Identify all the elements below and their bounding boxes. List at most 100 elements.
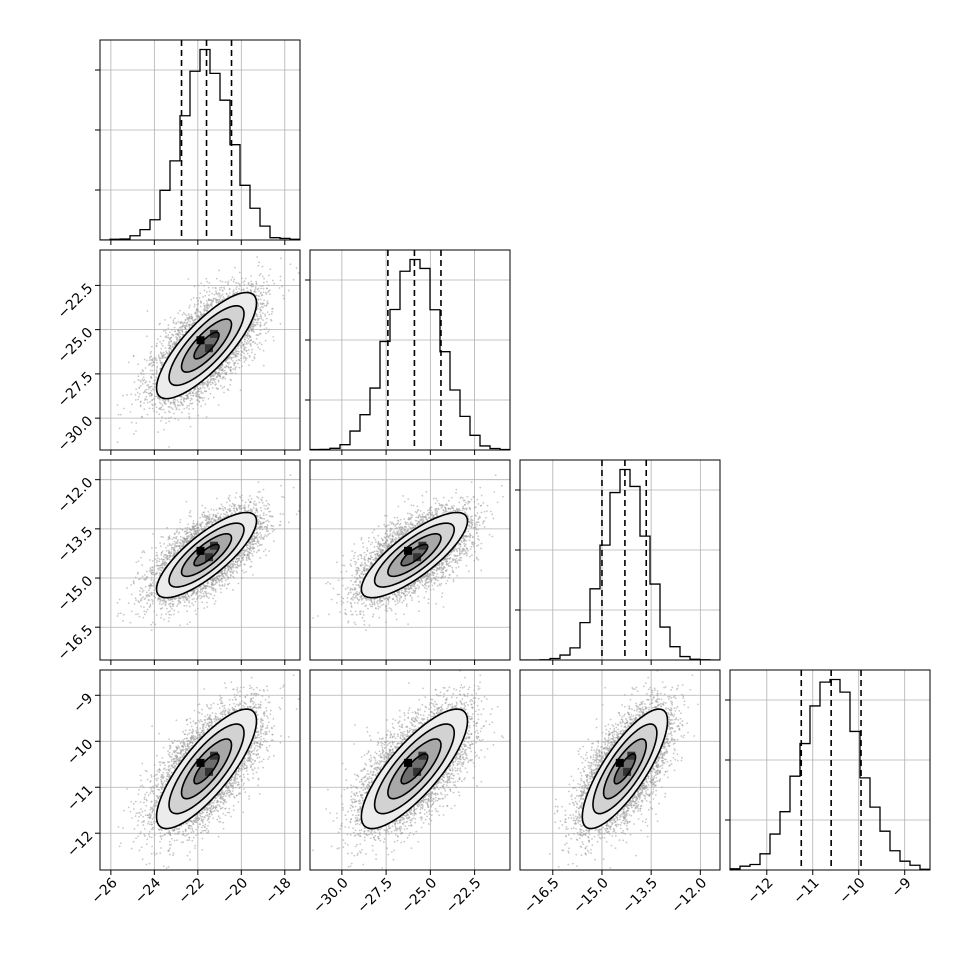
sample-point [214,299,217,301]
sample-point [229,576,232,579]
sample-point [239,495,241,498]
sample-point [174,330,177,333]
sample-point [165,546,167,549]
sample-point [135,561,138,564]
sample-point [213,594,216,597]
sample-point [176,528,179,530]
sample-point [177,329,179,332]
sample-point [243,283,246,286]
sample-point [221,363,224,366]
sample-point [196,316,198,319]
sample-point [179,309,181,312]
sample-point [253,290,256,293]
sample-point [140,380,142,383]
sample-point [262,287,265,290]
sample-point [278,287,281,289]
sample-point [241,350,244,353]
sample-point [197,390,199,393]
sample-point [229,366,232,368]
sample-point [252,283,254,286]
sample-point [225,501,228,504]
sample-point [150,385,153,388]
sample-point [169,331,171,334]
sample-point [265,317,268,320]
sample-point [259,323,262,326]
sample-point [205,383,208,385]
sample-point [192,394,195,397]
sample-point [257,295,260,297]
sample-point [166,544,169,547]
sample-point [186,325,188,328]
sample-point [241,341,244,344]
sample-point [214,370,217,373]
sample-point [187,392,190,395]
sample-point [185,406,188,409]
sample-point [189,320,191,323]
sample-point [203,284,205,287]
sample-point [192,590,195,593]
sample-point [151,403,154,406]
sample-point [165,613,167,615]
sample-point [165,335,168,338]
sample-point [177,401,180,403]
sample-point [208,294,211,296]
sample-point [201,590,204,592]
sample-point [171,343,174,345]
sample-point [196,392,198,395]
sample-point [185,598,188,600]
sample-point [176,337,178,340]
sample-point [164,318,166,321]
sample-point [149,559,151,561]
sample-point [225,574,228,577]
sample-point [173,543,176,546]
sample-point [152,373,154,376]
sample-point [129,410,132,413]
sample-point [188,306,191,309]
sample-point [199,313,202,315]
sample-point [217,299,220,302]
sample-point [167,399,170,402]
sample-point [151,602,154,605]
sample-point [200,391,203,394]
sample-point [138,590,141,592]
sample-point [252,285,254,288]
sample-point [256,534,259,537]
sample-point [259,514,262,517]
sample-point [183,321,186,324]
sample-point [188,404,191,407]
sample-point [173,613,175,616]
sample-point [160,554,163,556]
sample-point [164,347,167,349]
sample-point [168,537,171,540]
sample-point [159,398,161,401]
sample-point [162,356,164,359]
sample-point [156,365,159,368]
sample-point [172,399,175,402]
sample-point [145,594,148,597]
sample-point [223,391,225,394]
sample-point [122,394,124,397]
sample-point [155,406,158,409]
sample-point [164,411,167,414]
sample-point [259,531,262,534]
sample-point [224,579,227,582]
sample-point [175,597,178,600]
contour-0 [193,331,220,360]
sample-point [191,402,194,405]
sample-point [260,287,262,290]
sample-point [199,311,202,314]
sample-point [254,324,257,327]
sample-point [190,390,192,392]
sample-point [143,358,146,361]
sample-point [287,289,290,292]
sample-point [138,392,141,395]
sample-point [158,401,161,404]
sample-point [233,507,236,510]
sample-point [183,407,186,410]
sample-point [140,605,142,608]
sample-point [143,551,146,554]
sample-point [150,358,153,361]
sample-point [158,413,161,416]
sample-point [241,552,244,554]
sample-point [149,567,152,569]
